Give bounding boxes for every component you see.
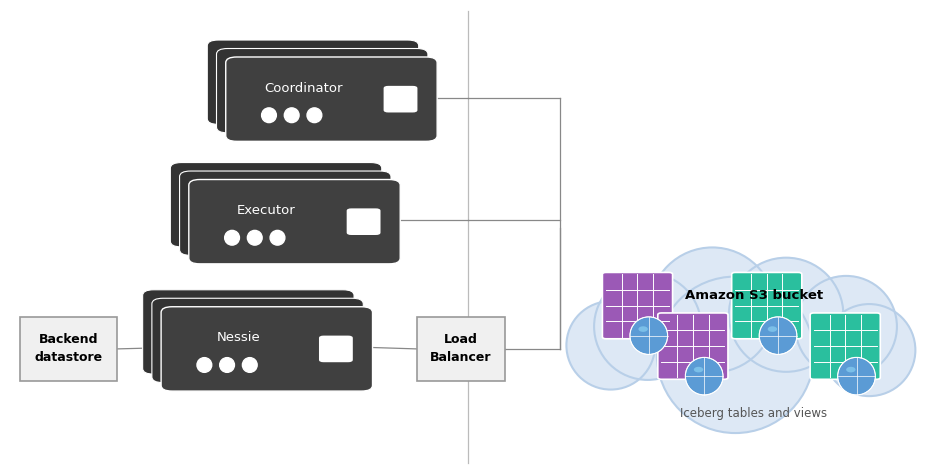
Text: Executor: Executor: [237, 204, 295, 217]
Ellipse shape: [795, 276, 897, 377]
FancyBboxPatch shape: [180, 171, 391, 255]
FancyBboxPatch shape: [217, 48, 428, 133]
Ellipse shape: [270, 230, 285, 245]
FancyBboxPatch shape: [810, 313, 881, 379]
Ellipse shape: [685, 357, 723, 395]
Ellipse shape: [284, 108, 299, 123]
Ellipse shape: [594, 273, 701, 380]
FancyBboxPatch shape: [207, 40, 419, 124]
Text: Backend
datastore: Backend datastore: [34, 333, 103, 365]
Ellipse shape: [262, 108, 276, 123]
FancyBboxPatch shape: [417, 317, 505, 381]
Ellipse shape: [838, 357, 875, 395]
Ellipse shape: [567, 301, 655, 390]
Ellipse shape: [768, 326, 777, 332]
Ellipse shape: [846, 367, 856, 373]
Ellipse shape: [694, 367, 703, 373]
FancyBboxPatch shape: [346, 209, 381, 235]
Ellipse shape: [307, 108, 322, 123]
Ellipse shape: [197, 357, 212, 373]
FancyBboxPatch shape: [143, 290, 354, 374]
Text: Iceberg tables and views: Iceberg tables and views: [681, 407, 827, 420]
Ellipse shape: [630, 317, 668, 355]
Ellipse shape: [638, 326, 648, 332]
Ellipse shape: [823, 304, 916, 396]
FancyBboxPatch shape: [732, 273, 802, 339]
Ellipse shape: [247, 230, 262, 245]
Ellipse shape: [759, 317, 797, 355]
Ellipse shape: [225, 230, 240, 245]
Text: Nessie: Nessie: [217, 331, 260, 345]
Text: Coordinator: Coordinator: [264, 82, 343, 95]
FancyBboxPatch shape: [603, 273, 672, 339]
Text: Load
Balancer: Load Balancer: [430, 333, 492, 365]
FancyBboxPatch shape: [657, 313, 728, 379]
FancyBboxPatch shape: [152, 298, 363, 383]
Text: Amazon S3 bucket: Amazon S3 bucket: [684, 290, 823, 302]
FancyBboxPatch shape: [19, 317, 117, 381]
FancyBboxPatch shape: [383, 86, 418, 112]
FancyBboxPatch shape: [226, 57, 437, 141]
Ellipse shape: [657, 276, 814, 433]
FancyBboxPatch shape: [319, 336, 353, 362]
Ellipse shape: [243, 357, 257, 373]
Ellipse shape: [729, 258, 844, 372]
FancyBboxPatch shape: [161, 307, 372, 391]
FancyBboxPatch shape: [170, 163, 382, 247]
Ellipse shape: [649, 247, 775, 373]
Ellipse shape: [219, 357, 234, 373]
FancyBboxPatch shape: [189, 180, 400, 264]
